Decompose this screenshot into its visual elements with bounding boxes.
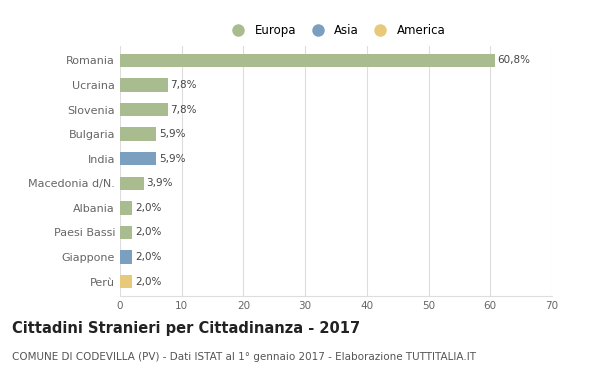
Text: 2,0%: 2,0% — [135, 252, 161, 262]
Text: 60,8%: 60,8% — [497, 55, 530, 65]
Bar — [120, 226, 133, 239]
Text: 2,0%: 2,0% — [135, 277, 161, 287]
Bar — [120, 275, 133, 288]
Bar — [120, 54, 495, 67]
Bar — [120, 127, 157, 141]
Bar — [120, 152, 157, 165]
Bar — [120, 201, 133, 215]
Text: COMUNE DI CODEVILLA (PV) - Dati ISTAT al 1° gennaio 2017 - Elaborazione TUTTITAL: COMUNE DI CODEVILLA (PV) - Dati ISTAT al… — [12, 352, 476, 361]
Bar — [120, 103, 168, 116]
Text: 7,8%: 7,8% — [170, 105, 197, 114]
Bar — [120, 177, 144, 190]
Text: 2,0%: 2,0% — [135, 228, 161, 238]
Bar — [120, 250, 133, 264]
Text: 3,9%: 3,9% — [146, 178, 173, 188]
Text: 2,0%: 2,0% — [135, 203, 161, 213]
Bar — [120, 78, 168, 92]
Text: Cittadini Stranieri per Cittadinanza - 2017: Cittadini Stranieri per Cittadinanza - 2… — [12, 321, 360, 336]
Legend: Europa, Asia, America: Europa, Asia, America — [224, 21, 448, 39]
Text: 5,9%: 5,9% — [159, 129, 185, 139]
Text: 7,8%: 7,8% — [170, 80, 197, 90]
Text: 5,9%: 5,9% — [159, 154, 185, 164]
